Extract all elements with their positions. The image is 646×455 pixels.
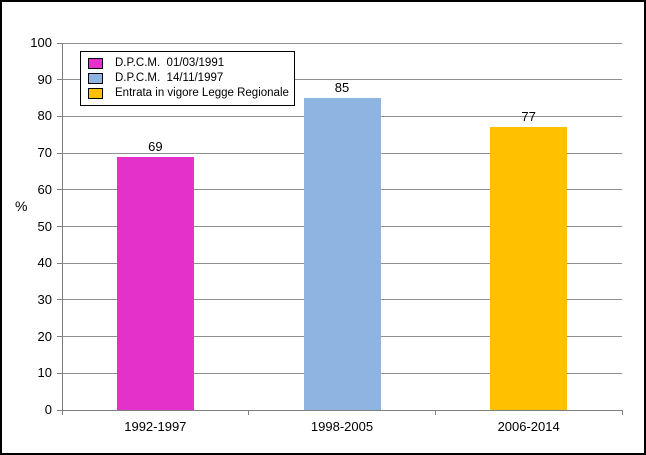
- x-tick-label: 2006-2014: [497, 419, 560, 434]
- y-axis-title: %: [15, 198, 28, 214]
- legend-row: Entrata in vigore Legge Regionale: [88, 86, 289, 101]
- y-tick-label: 40: [37, 255, 52, 271]
- y-axis-tick: [57, 372, 62, 374]
- legend-label: Entrata in vigore Legge Regionale: [115, 87, 289, 99]
- y-tick-label: 10: [37, 365, 52, 381]
- y-axis-tick: [57, 409, 62, 411]
- legend-label: D.P.C.M. 14/11/1997: [115, 72, 224, 84]
- y-tick-label: 60: [37, 181, 52, 197]
- bar-value-label: 85: [334, 80, 350, 96]
- x-axis-tick: [248, 410, 250, 415]
- gridline: [62, 79, 622, 81]
- legend-swatch-icon: [88, 73, 103, 84]
- y-axis-tick: [57, 79, 62, 81]
- bar-2006-2014: [490, 127, 568, 410]
- x-axis-tick: [434, 410, 436, 415]
- y-tick-label: 30: [37, 291, 52, 307]
- legend-label: D.P.C.M. 01/03/1991: [115, 57, 225, 69]
- x-axis-line: [62, 409, 622, 411]
- y-axis-tick: [57, 152, 62, 154]
- x-tick-label: 1998-2005: [310, 419, 374, 434]
- y-axis-tick: [57, 299, 62, 301]
- legend-row: D.P.C.M. 14/11/1997: [88, 71, 289, 86]
- y-axis-tick: [57, 189, 62, 191]
- y-axis-line: [62, 43, 63, 415]
- y-tick-label: 70: [37, 145, 52, 161]
- y-axis-tick: [57, 336, 62, 338]
- y-tick-label: 90: [37, 71, 52, 87]
- y-axis-tick: [57, 115, 62, 117]
- legend-row: D.P.C.M. 01/03/1991: [88, 56, 289, 71]
- legend: D.P.C.M. 01/03/1991 D.P.C.M. 14/11/1997 En…: [80, 51, 295, 106]
- legend-swatch-icon: [88, 58, 103, 69]
- y-tick-label: 100: [30, 35, 52, 50]
- bar-1998-2005: [303, 98, 381, 410]
- legend-swatch-icon: [88, 88, 103, 99]
- y-tick-label: 0: [44, 402, 52, 417]
- x-tick-label: 1992-1997: [124, 419, 187, 434]
- gridline: [62, 42, 622, 44]
- bar-value-label: 77: [521, 109, 536, 125]
- y-axis-tick: [57, 42, 62, 44]
- bar-value-label: 69: [148, 138, 163, 154]
- y-axis-tick: [57, 226, 62, 227]
- y-axis-tick: [57, 262, 62, 264]
- y-tick-label: 80: [37, 108, 52, 124]
- bar-1992-1997: [116, 156, 194, 410]
- y-tick-label: 50: [37, 218, 52, 234]
- y-tick-label: 20: [37, 328, 52, 344]
- x-axis-tick: [621, 410, 623, 415]
